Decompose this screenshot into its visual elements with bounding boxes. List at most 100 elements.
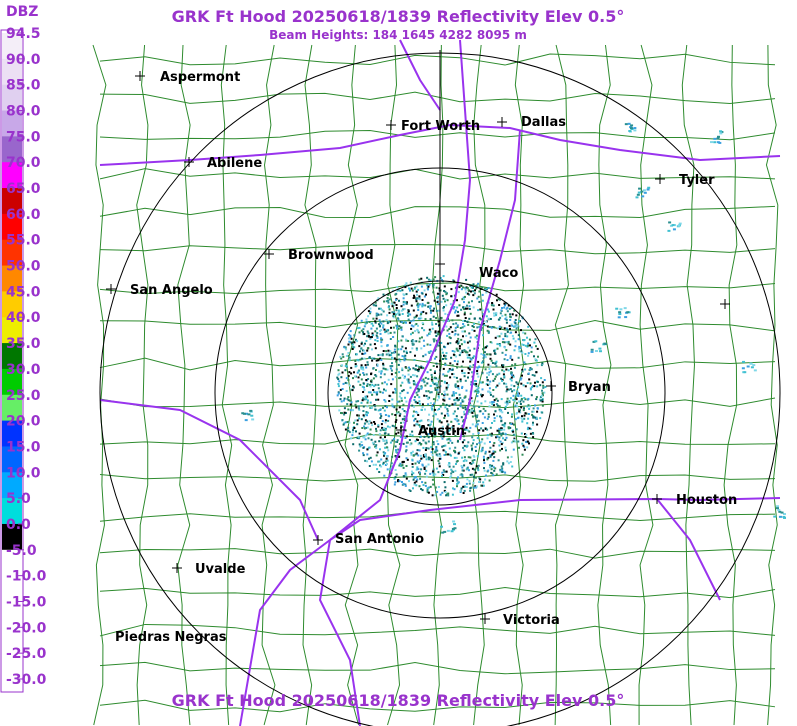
- echo-pixel: [397, 363, 400, 366]
- echo-pixel: [386, 329, 389, 331]
- echo-pixel: [393, 357, 396, 360]
- county-line: [99, 661, 776, 675]
- echo-pixel: [412, 454, 415, 457]
- echo-pixel: [369, 428, 372, 431]
- echo-pixel: [512, 394, 515, 397]
- echo-pixel: [527, 352, 530, 355]
- colorbar-label: -15.0: [6, 594, 47, 610]
- echo-pixel: [470, 411, 473, 414]
- echo-pixel: [513, 385, 516, 388]
- echo-pixel: [391, 365, 394, 368]
- echo-pixel: [369, 338, 372, 340]
- echo-pixel: [511, 413, 514, 416]
- echo-pixel: [377, 383, 380, 386]
- echo-pixel: [510, 384, 513, 387]
- echo-pixel: [515, 381, 518, 384]
- echo-pixel: [504, 304, 506, 307]
- echo-pixel: [494, 348, 497, 351]
- echo-pixel: [492, 450, 495, 453]
- echo-pixel: [464, 395, 467, 398]
- echo-pixel: [477, 375, 480, 378]
- colorbar-label: 90.0: [6, 52, 41, 68]
- echo-pixel: [434, 432, 437, 434]
- echo-pixel: [481, 286, 484, 289]
- echo-pixel: [391, 311, 394, 314]
- county-line: [765, 44, 779, 726]
- echo-pixel: [510, 374, 513, 377]
- echo-pixel: [521, 418, 524, 421]
- echo-pixel: [402, 442, 405, 445]
- echo-pixel: [401, 381, 404, 384]
- echo-pixel: [474, 425, 477, 428]
- echo-pixel: [398, 406, 401, 409]
- echo-pixel: [433, 435, 436, 438]
- echo-pixel: [407, 310, 410, 313]
- echo-pixel: [355, 430, 357, 433]
- echo-pixel: [427, 278, 430, 281]
- echo-pixel: [341, 364, 344, 367]
- echo-pixel: [404, 396, 406, 399]
- echo-pixel: [366, 420, 369, 423]
- echo-pixel: [468, 368, 471, 371]
- echo-pixel: [509, 355, 512, 358]
- echo-pixel: [483, 355, 486, 358]
- echo-pixel: [422, 378, 425, 381]
- echo-pixel: [439, 405, 442, 408]
- echo-pixel: [493, 399, 496, 402]
- echo-pixel: [412, 319, 415, 322]
- echo-pixel: [427, 486, 430, 489]
- echo-pixel: [478, 480, 480, 483]
- echo-pixel: [471, 400, 474, 403]
- echo-pixel: [428, 413, 431, 416]
- echo-pixel: [416, 369, 419, 371]
- echo-pixel: [340, 412, 342, 414]
- echo-pixel: [461, 349, 464, 352]
- echo-pixel: [410, 287, 413, 290]
- echo-pixel: [423, 329, 426, 332]
- city-label: Victoria: [503, 613, 560, 628]
- echo-pixel: [478, 290, 481, 293]
- echo-pixel: [353, 371, 355, 374]
- echo-pixel: [476, 416, 478, 419]
- echo-pixel: [447, 464, 450, 467]
- echo-pixel: [363, 427, 366, 430]
- echo-pixel: [424, 441, 427, 444]
- echo-pixel: [393, 406, 396, 409]
- echo-pixel: [446, 393, 449, 396]
- echo-pixel: [459, 491, 462, 493]
- echo-pixel: [427, 419, 430, 422]
- colorbar-label: 25.0: [6, 388, 41, 404]
- echo-pixel: [481, 484, 484, 487]
- echo-pixel: [495, 360, 498, 363]
- echo-pixel: [454, 451, 457, 454]
- echo-pixel: [501, 447, 503, 450]
- echo-pixel: [480, 318, 483, 321]
- echo-pixel: [407, 313, 410, 316]
- echo-pixel: [451, 403, 454, 406]
- echo-pixel: [415, 300, 418, 303]
- echo-pixel: [509, 388, 512, 391]
- echo-pixel: [421, 403, 424, 406]
- echo-pixel: [510, 367, 512, 370]
- echo-pixel: [445, 453, 448, 456]
- echo-pixel: [391, 378, 394, 381]
- echo-pixel: [404, 472, 407, 475]
- echo-pixel: [416, 297, 419, 300]
- echo-pixel: [487, 331, 490, 334]
- echo-pixel: [508, 399, 511, 402]
- echo-pixel: [397, 411, 400, 414]
- echo-pixel: [364, 342, 366, 345]
- echo-pixel: [369, 343, 372, 346]
- echo-pixel: [424, 484, 427, 487]
- echo-pixel: [378, 319, 381, 322]
- echo-pixel: [509, 426, 512, 429]
- echo-pixel: [418, 441, 421, 444]
- echo-pixel: [416, 423, 419, 426]
- echo-pixel: [345, 354, 348, 357]
- echo-pixel: [427, 463, 430, 466]
- colorbar-segment: [2, 239, 22, 267]
- echo-pixel: [455, 376, 458, 379]
- echo-pixel: [539, 396, 542, 398]
- echo-pixel: [461, 326, 464, 329]
- echo-pixel: [450, 475, 453, 478]
